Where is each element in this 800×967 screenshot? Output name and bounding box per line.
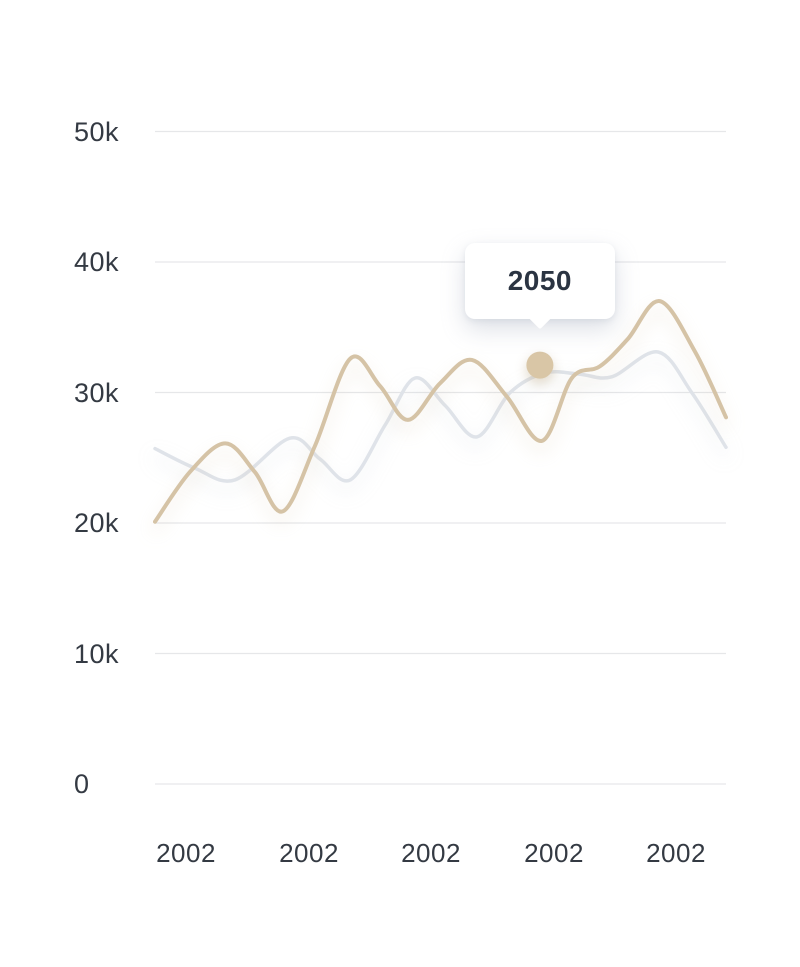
tooltip: 2050: [464, 243, 615, 330]
y-axis-tick-10k: 10k: [74, 639, 120, 669]
gridlines: [155, 130, 726, 785]
x-axis-tick-5: 2002: [646, 838, 706, 868]
tooltip-value: 2050: [507, 265, 572, 297]
y-axis-tick-0: 0: [74, 769, 90, 799]
gray-series-path: [153, 350, 728, 483]
y-axis-tick-40k: 40k: [74, 247, 120, 277]
y-axis-tick-20k: 20k: [74, 508, 120, 538]
x-axis-tick-1: 2002: [156, 838, 216, 868]
beige-series-path: [153, 299, 728, 524]
marker-dot: [526, 351, 554, 379]
y-axis-tick-30k: 30k: [74, 378, 120, 408]
x-axis-tick-2: 2002: [279, 838, 339, 868]
x-axis-tick-3: 2002: [401, 838, 461, 868]
y-axis-tick-50k: 50k: [74, 117, 120, 147]
x-axis-tick-4: 2002: [524, 838, 584, 868]
series-group: [153, 299, 728, 524]
